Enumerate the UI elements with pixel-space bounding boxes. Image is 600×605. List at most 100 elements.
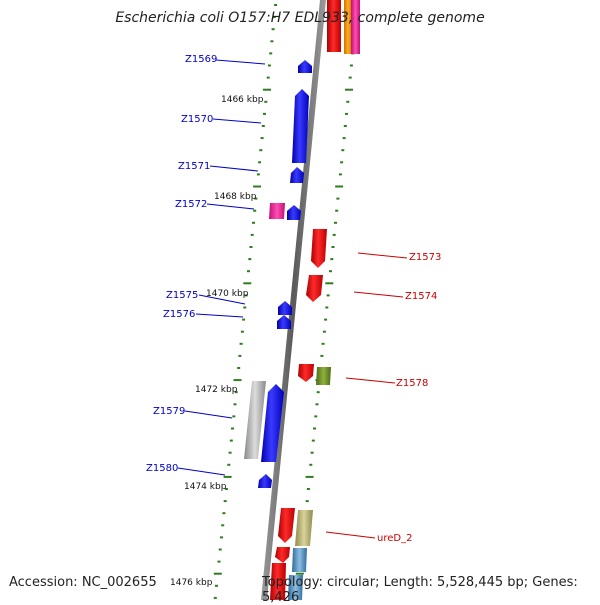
outer-tick [342, 137, 346, 140]
inner-tick [223, 475, 232, 478]
gene-feature-z1575[interactable] [278, 301, 292, 315]
outer-tick [340, 161, 344, 164]
outer-tick [305, 475, 314, 478]
outer-tick [338, 173, 342, 176]
gene-label-z1573[interactable]: Z1573 [409, 252, 441, 263]
gene-label-z1580[interactable]: Z1580 [146, 463, 178, 474]
outer-tick [345, 88, 353, 91]
gene-label-z1576[interactable]: Z1576 [163, 309, 195, 320]
inner-tick [239, 342, 243, 345]
outer-tick [325, 306, 329, 309]
gene-feature-top-orange[interactable] [344, 0, 352, 54]
gene-feature-z1580[interactable] [258, 474, 272, 488]
gene-label-z1571[interactable]: Z1571 [178, 161, 210, 172]
inner-tick [252, 221, 255, 224]
inner-tick [213, 572, 222, 575]
gene-label-z1574[interactable]: Z1574 [405, 291, 437, 302]
outer-tick [349, 64, 353, 67]
gene-feature-z1571[interactable] [290, 167, 304, 183]
leader-z1576 [195, 313, 244, 318]
gene-feature-steel[interactable] [292, 548, 307, 572]
inner-tick [242, 318, 246, 321]
outer-tick [329, 270, 332, 273]
leader-z1572 [206, 203, 255, 210]
inner-tick [254, 197, 258, 200]
outer-tick [310, 451, 314, 454]
outer-tick [325, 282, 334, 285]
outer-tick [309, 463, 313, 466]
inner-tick [249, 246, 253, 248]
gene-label-z1579[interactable]: Z1579 [153, 406, 185, 417]
inner-tick [267, 64, 271, 67]
gene-feature-khaki[interactable] [295, 510, 313, 546]
genome-summary-text: Topology: circular; Length: 5,528,445 bp… [262, 575, 578, 605]
gene-feature-z1570[interactable] [292, 89, 309, 163]
gene-feature-steel-bottom[interactable] [288, 575, 303, 600]
gene-label-z1575[interactable]: Z1575 [166, 290, 198, 301]
outer-tick [346, 100, 350, 103]
gene-feature-z1569[interactable] [298, 60, 312, 73]
inner-tick [218, 548, 222, 551]
gene-feature-gray[interactable] [244, 381, 266, 459]
gene-feature-z1578[interactable] [298, 364, 314, 382]
kbp-label-1476: 1476 kbp [170, 578, 213, 588]
outer-tick [345, 112, 348, 115]
outer-tick [324, 318, 328, 321]
gene-feature-z1572[interactable] [269, 203, 285, 219]
leader-z1575 [198, 294, 246, 305]
kbp-label-1470: 1470 kbp [206, 289, 249, 299]
kbp-label-1466: 1466 kbp [221, 95, 264, 105]
gene-label-z1578[interactable]: Z1578 [396, 378, 428, 389]
gene-feature-z1578b[interactable] [316, 367, 331, 385]
leader-z1578 [345, 377, 396, 384]
inner-tick [215, 584, 218, 587]
inner-tick-track [213, 4, 278, 599]
outer-tick [336, 197, 340, 200]
gene-label-z1570[interactable]: Z1570 [181, 114, 213, 125]
inner-tick [266, 76, 270, 79]
gene-feature-top-pink[interactable] [351, 0, 360, 54]
gene-feature-z1572b[interactable] [287, 205, 301, 220]
leader-z1579 [184, 410, 233, 419]
leader-ured-2 [325, 531, 376, 539]
gene-label-ured-2[interactable]: ureD_2 [377, 533, 412, 544]
inner-tick [264, 100, 268, 103]
inner-tick [221, 524, 225, 527]
accession-text: Accession: NC_002655 [9, 575, 157, 590]
inner-tick [223, 500, 227, 503]
outer-tick [326, 294, 330, 297]
gene-feature-z1574[interactable] [306, 275, 323, 302]
leader-z1570 [212, 118, 262, 124]
inner-tick [238, 354, 242, 357]
inner-tick [260, 137, 264, 140]
inner-tick [271, 28, 275, 31]
gene-feature-z1579[interactable] [261, 384, 284, 462]
inner-tick [228, 451, 232, 454]
gene-label-z1569[interactable]: Z1569 [185, 54, 217, 65]
gene-feature-top-red[interactable] [327, 0, 341, 52]
gene-feature-red-bottom[interactable] [270, 563, 286, 600]
inner-tick [270, 40, 274, 43]
gene-feature-z1576[interactable] [277, 315, 291, 329]
gene-label-z1572[interactable]: Z1572 [175, 199, 207, 210]
outer-tick [295, 572, 304, 575]
gene-feature-z1573[interactable] [311, 229, 327, 268]
inner-tick [263, 88, 271, 91]
leader-z1580 [177, 467, 226, 476]
kbp-label-1468: 1468 kbp [214, 192, 257, 202]
inner-tick [224, 488, 228, 490]
inner-tick [229, 439, 233, 442]
inner-tick [232, 415, 236, 418]
outer-tick [313, 427, 316, 430]
outer-tick [314, 415, 318, 418]
leader-z1571 [209, 165, 259, 172]
outer-tick [335, 185, 344, 188]
outer-tick [306, 488, 310, 490]
gene-feature-red-lower[interactable] [275, 547, 290, 563]
outer-tick [335, 209, 339, 212]
gene-feature-ured-2[interactable] [278, 508, 295, 543]
inner-tick [258, 161, 262, 164]
inner-tick [233, 403, 237, 406]
